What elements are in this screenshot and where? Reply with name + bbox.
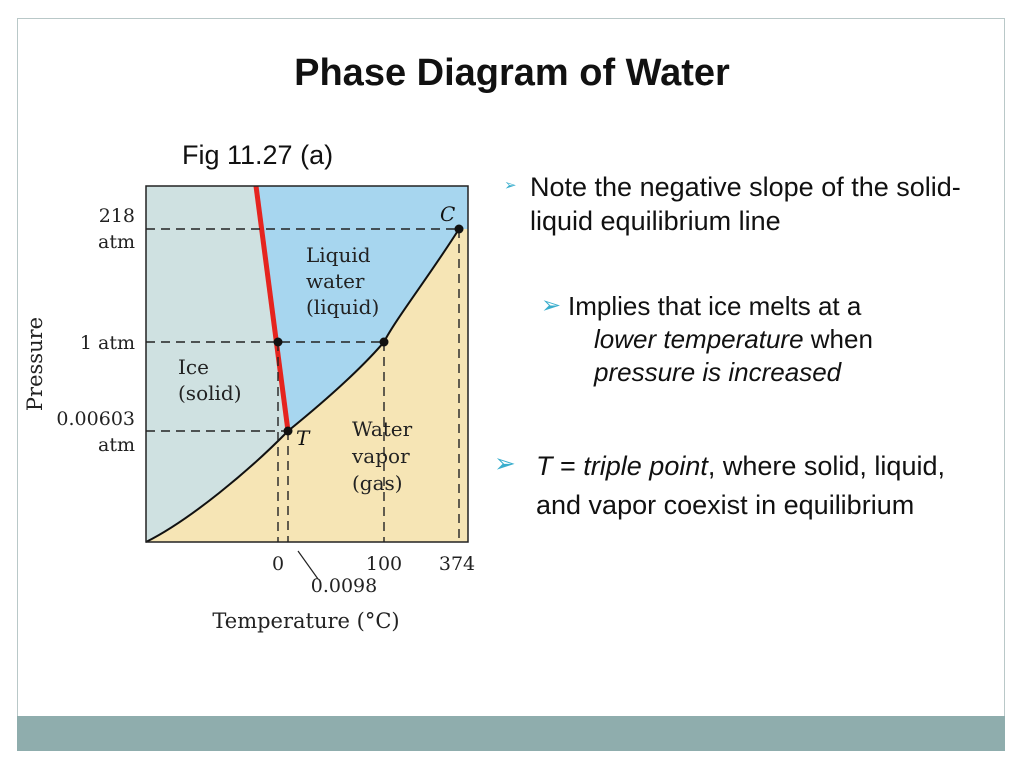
bullet-text: when	[803, 324, 873, 354]
bullet-negative-slope: Note the negative slope of the solid-liq…	[530, 172, 961, 236]
emphasis-text: pressure is increased	[594, 357, 842, 387]
figure-caption: Fig 11.27 (a)	[182, 140, 334, 170]
vapor-label-1: Water	[352, 417, 413, 441]
vapor-region	[146, 229, 468, 542]
ice-label-2: (solid)	[178, 381, 242, 405]
x-axis-label: Temperature (°C)	[212, 609, 399, 633]
y-tick-218: 218	[99, 205, 135, 227]
liquid-label-3: (liquid)	[306, 295, 379, 319]
emphasis-text: lower temperature	[594, 324, 804, 354]
critical-point-label: C	[440, 202, 455, 226]
x-tick-00098-leader	[297, 550, 319, 580]
bullet-line: lower temperature when	[568, 323, 988, 356]
bullet-melting-point: Implies that ice melts at a lower temper…	[568, 290, 988, 389]
triple-point-label: T	[296, 426, 311, 450]
liquid-label-1: Liquid	[306, 243, 371, 267]
emphasis-text: triple point	[583, 451, 708, 481]
y-tick-00603-unit: atm	[98, 434, 135, 456]
ice-label-1: Ice	[178, 355, 209, 379]
bullet-text: Implies that ice melts at a	[568, 291, 862, 321]
y-tick-00603: 0.00603	[56, 408, 135, 430]
bullet-text: =	[552, 451, 584, 481]
critical-point	[454, 224, 464, 234]
solid-vapor-curve	[145, 430, 289, 543]
liquid-label-2: water	[306, 269, 365, 293]
x-tick-0: 0	[272, 553, 284, 575]
x-tick-100: 100	[366, 553, 402, 575]
triple-point	[283, 426, 293, 436]
plot-frame	[145, 185, 469, 543]
solid-liquid-line	[253, 185, 291, 432]
vapor-label-3: (gas)	[352, 471, 403, 495]
melting-point-1atm	[273, 337, 283, 347]
bullet-triple-point: T = triple point, where solid, liquid, a…	[536, 447, 976, 525]
boiling-point-1atm	[379, 337, 389, 347]
slide-title: Phase Diagram of Water	[294, 52, 730, 94]
y-axis-label: Pressure	[23, 317, 47, 411]
liquid-region	[256, 186, 468, 431]
footer-band	[17, 716, 1005, 751]
vapor-label-2: vapor	[351, 444, 410, 468]
guide-lines	[146, 228, 460, 542]
emphasis-text: T	[536, 451, 553, 481]
x-tick-00098: 0.0098	[311, 575, 377, 597]
y-tick-218-unit: atm	[98, 231, 135, 253]
y-tick-1atm: 1 atm	[80, 332, 135, 354]
bullet-text: , where solid, liquid, and vapor coexist…	[536, 451, 945, 520]
x-tick-374: 374	[439, 553, 475, 575]
